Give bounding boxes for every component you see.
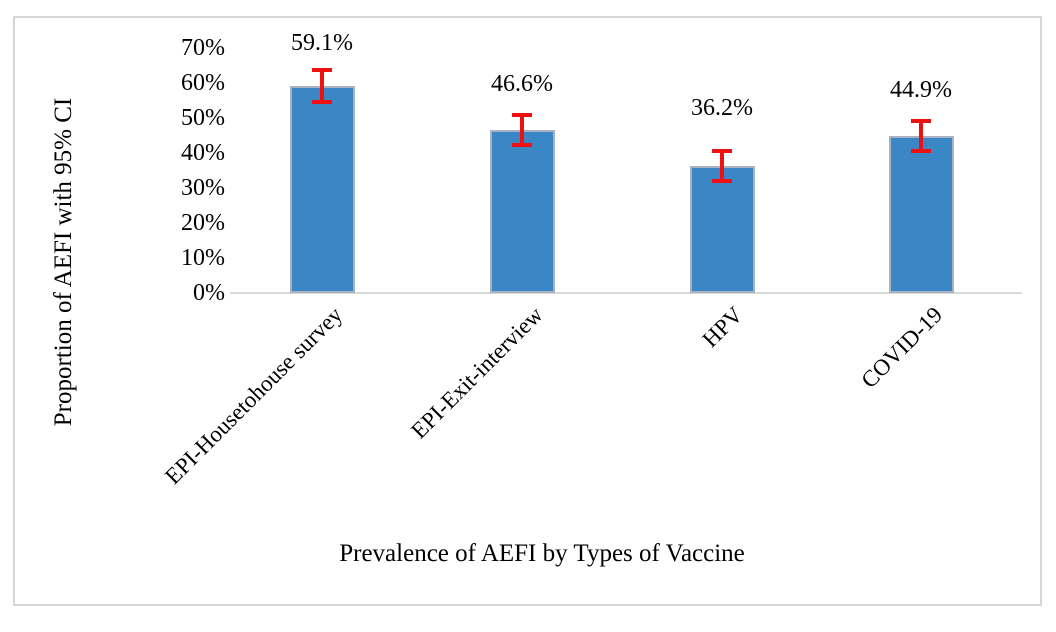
x-category-label: EPI-Exit-interview [406, 302, 548, 444]
error-bar-cap [712, 149, 732, 154]
error-bar-cap [512, 142, 532, 147]
bar [689, 166, 755, 293]
error-bar-cap [312, 100, 332, 105]
x-category-label: COVID-19 [855, 302, 947, 393]
error-bar-line [520, 114, 524, 145]
x-axis-line [230, 292, 1022, 294]
error-bar-cap [911, 119, 931, 124]
bar [489, 129, 555, 293]
y-tick-label: 0% [193, 280, 225, 306]
error-bar-cap [312, 68, 332, 73]
y-tick-label: 40% [181, 140, 225, 166]
y-tick-label: 10% [181, 245, 225, 271]
y-tick-label: 30% [181, 175, 225, 201]
bar-value-label: 59.1% [291, 30, 353, 57]
y-tick-label: 70% [181, 35, 225, 61]
bar [289, 86, 355, 293]
error-bar-cap [512, 112, 532, 117]
error-bar-cap [911, 148, 931, 153]
error-bar-line [320, 70, 324, 103]
y-tick-label: 20% [181, 210, 225, 236]
bar-value-label: 36.2% [691, 95, 753, 122]
y-tick-label: 50% [181, 105, 225, 131]
bar [888, 135, 954, 293]
error-bar-cap [712, 179, 732, 184]
y-tick-label: 60% [181, 70, 225, 96]
x-axis-title: Prevalence of AEFI by Types of Vaccine [339, 540, 745, 567]
x-category-label: EPI-Housetohouse survey [160, 302, 348, 490]
bar-value-label: 46.6% [491, 70, 553, 97]
error-bar-line [720, 151, 724, 182]
bar-value-label: 44.9% [890, 77, 952, 104]
x-category-label: HPV [697, 302, 748, 353]
error-bar-line [919, 121, 923, 151]
